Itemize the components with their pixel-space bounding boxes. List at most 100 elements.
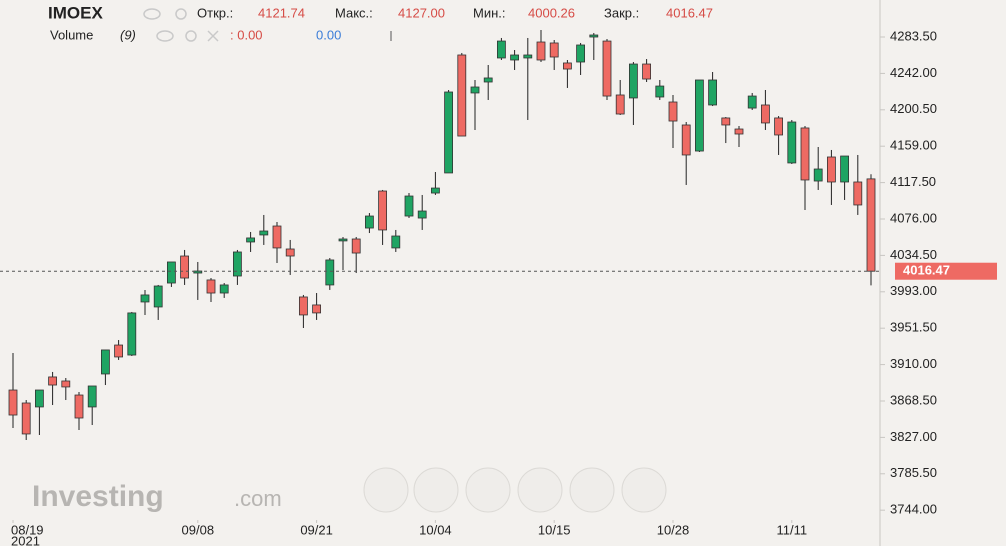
candle-body — [35, 389, 44, 408]
candle-body — [153, 285, 163, 308]
candle-body — [734, 128, 744, 135]
candle-body — [298, 296, 308, 316]
candle-body — [430, 187, 440, 194]
candle-body — [774, 117, 783, 136]
candle-body — [470, 86, 480, 94]
x-tick-label: 10/04 — [419, 522, 452, 537]
candle-body — [853, 181, 863, 206]
candle-body — [536, 41, 546, 61]
candle-body — [800, 127, 810, 181]
zoom-in[interactable] — [413, 467, 459, 513]
candle-body — [681, 124, 691, 156]
candle-body — [523, 54, 533, 59]
candle-body — [496, 40, 506, 59]
candle-body — [549, 42, 559, 58]
candle-body — [655, 85, 665, 98]
candle-body — [404, 195, 414, 217]
y-tick-label: 4076.00 — [890, 210, 937, 225]
candle-body — [140, 294, 150, 303]
volume-value-2: 0.00 — [316, 27, 341, 42]
x-tick-label: 10/15 — [538, 522, 571, 537]
candle-body — [48, 376, 57, 386]
candle-body — [351, 238, 361, 254]
header-icons — [143, 8, 219, 42]
high-value: 4127.00 — [398, 5, 445, 20]
candle-body — [87, 385, 97, 408]
y-tick-label: 3993.00 — [890, 283, 937, 298]
candle-body — [629, 63, 638, 99]
x-tick-label: 11/11 — [776, 522, 807, 537]
year-label: 2021 — [11, 533, 40, 546]
watermark: Investing — [32, 480, 164, 513]
candle-body — [444, 91, 454, 174]
candle-body — [232, 251, 242, 277]
low-label: Мин.: — [473, 5, 506, 20]
y-tick-label: 4034.50 — [890, 247, 937, 262]
high-label: Макс.: — [335, 5, 373, 20]
candle-body — [338, 238, 348, 242]
open-label: Откр.: — [197, 5, 233, 20]
x-tick-label: 09/08 — [182, 522, 215, 537]
y-tick-label: 3827.00 — [890, 429, 937, 444]
candle-body — [114, 344, 123, 358]
candle-body — [127, 312, 137, 356]
candle-body — [787, 121, 797, 164]
candle-body — [325, 259, 335, 286]
candle-body — [391, 235, 401, 249]
plot: 4283.50 4242.00 4200.50 4159.00 4117.50 4076.… — [0, 28, 997, 546]
candle-body — [74, 394, 84, 419]
candle-body — [312, 304, 322, 314]
close-value: 4016.47 — [666, 5, 713, 20]
candle-body — [576, 44, 585, 63]
candle-body — [180, 255, 190, 279]
zoom-out[interactable] — [465, 467, 511, 513]
volume-label: Volume — [50, 27, 93, 42]
y-tick-label: 4283.50 — [890, 28, 937, 43]
candle-body — [483, 77, 493, 83]
candle-body — [364, 215, 374, 229]
current-price-label: 4016.47 — [903, 263, 950, 278]
zoom-out-2[interactable] — [569, 467, 615, 513]
x-tick-label: 10/28 — [657, 522, 690, 537]
candle-body — [747, 95, 757, 109]
candle-body — [417, 210, 427, 219]
candle-body — [193, 270, 203, 274]
candle-body — [61, 380, 71, 388]
y-tick-label: 3785.50 — [890, 465, 937, 480]
candle-body — [246, 237, 256, 243]
candle-body — [259, 230, 269, 236]
candle-body — [866, 178, 876, 272]
candle-body — [272, 225, 282, 249]
current-price-tag — [895, 262, 997, 280]
x-tick-label: 08/19 — [11, 522, 44, 537]
scroll-left[interactable] — [363, 467, 409, 513]
volume-period: (9) — [120, 27, 136, 42]
candle-body — [21, 402, 31, 435]
candle-body — [219, 284, 229, 294]
candle-body — [602, 40, 612, 97]
scroll-right[interactable] — [621, 467, 667, 513]
candle-body — [563, 62, 572, 70]
candle-body — [840, 155, 849, 183]
x-tick-label: 09/21 — [300, 522, 333, 537]
candle-body — [589, 34, 599, 38]
candle-body — [642, 63, 651, 80]
candle-body — [708, 79, 717, 106]
candle-body — [721, 117, 731, 126]
y-tick-label: 4200.50 — [890, 101, 937, 116]
candle-body — [695, 79, 704, 152]
y-tick-label: 3744.00 — [890, 502, 937, 517]
zoom-in-2[interactable] — [517, 467, 563, 513]
y-tick-label: 3910.00 — [890, 356, 937, 371]
candle-body — [285, 248, 295, 257]
nav-buttons[interactable] — [363, 467, 667, 513]
candle-body — [166, 261, 176, 284]
y-tick-label: 3868.50 — [890, 392, 937, 407]
candle-body — [206, 279, 216, 294]
open-value: 4121.74 — [258, 5, 305, 20]
candle-body — [378, 190, 388, 231]
candle-body — [8, 389, 18, 416]
